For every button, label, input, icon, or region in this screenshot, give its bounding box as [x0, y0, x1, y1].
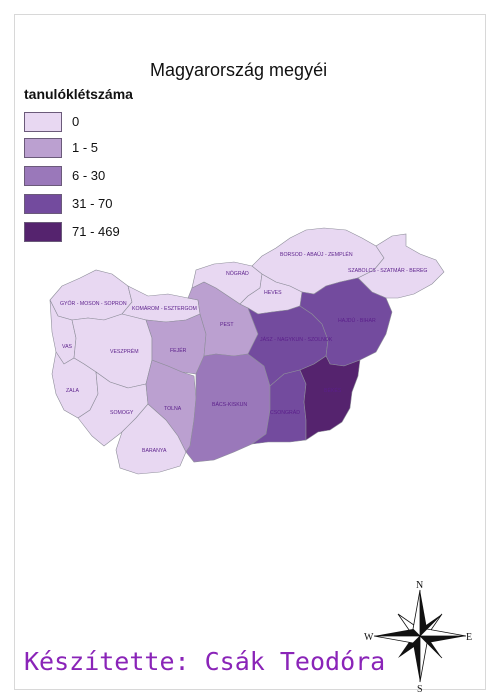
county-label: BÁCS-KISKUN — [212, 401, 247, 408]
legend-label: 31 - 70 — [72, 196, 113, 211]
county-szabolcs-szatmar-bereg[interactable] — [357, 233, 445, 299]
county-baranya[interactable] — [115, 403, 187, 475]
county-label: ZALA — [66, 388, 80, 394]
county-label: SOMOGY — [110, 410, 134, 416]
county-label: KOMÁROM - ESZTERGOM — [132, 305, 197, 312]
legend-label: 0 — [72, 114, 80, 129]
county-label: BARANYA — [142, 448, 167, 454]
legend-label: 6 - 30 — [72, 168, 106, 183]
legend-swatch-3 — [24, 194, 62, 214]
county-hajdu-bihar[interactable] — [299, 277, 393, 367]
legend-title: tanulóklétszáma — [24, 86, 133, 102]
county-label: HAJDÚ - BIHAR — [338, 317, 376, 324]
legend-swatch-1 — [24, 138, 62, 158]
compass-south-label: S — [417, 684, 423, 695]
county-label: BÉKÉS — [324, 387, 342, 394]
county-label: JÁSZ - NAGYKUN - SZOLNOK — [260, 336, 333, 343]
county-label: GYŐR - MOSON - SOPRON — [60, 300, 127, 307]
legend-label: 1 - 5 — [72, 140, 99, 155]
author-credit: Készítette: Csák Teodóra — [24, 647, 386, 676]
compass-east-label: E — [466, 632, 472, 643]
county-bekes[interactable] — [299, 355, 361, 441]
county-label: PEST — [220, 322, 234, 328]
county-label: CSONGRÁD — [270, 409, 300, 416]
legend-swatch-2 — [24, 166, 62, 186]
legend-swatch-4 — [24, 222, 62, 242]
county-label: VESZPRÉM — [110, 348, 139, 355]
legend-label: 71 - 469 — [72, 224, 120, 239]
county-label: HEVES — [264, 290, 282, 296]
county-label: VAS — [62, 344, 73, 350]
map-frame — [14, 14, 486, 690]
legend-swatch-0 — [24, 112, 62, 132]
county-label: BORSOD - ABAÚJ - ZEMPLÉN — [280, 251, 353, 258]
map-title: Magyarország megyéi — [150, 60, 328, 80]
county-label: TOLNA — [164, 406, 182, 412]
county-label: SZABOLCS - SZATMÁR - BEREG — [348, 267, 427, 274]
compass-west-label: W — [364, 632, 374, 643]
county-bacs-kiskun[interactable] — [185, 353, 271, 463]
compass-north-label: N — [416, 580, 423, 591]
county-label: FEJÉR — [170, 347, 187, 354]
county-label: NÓGRÁD — [226, 270, 249, 277]
